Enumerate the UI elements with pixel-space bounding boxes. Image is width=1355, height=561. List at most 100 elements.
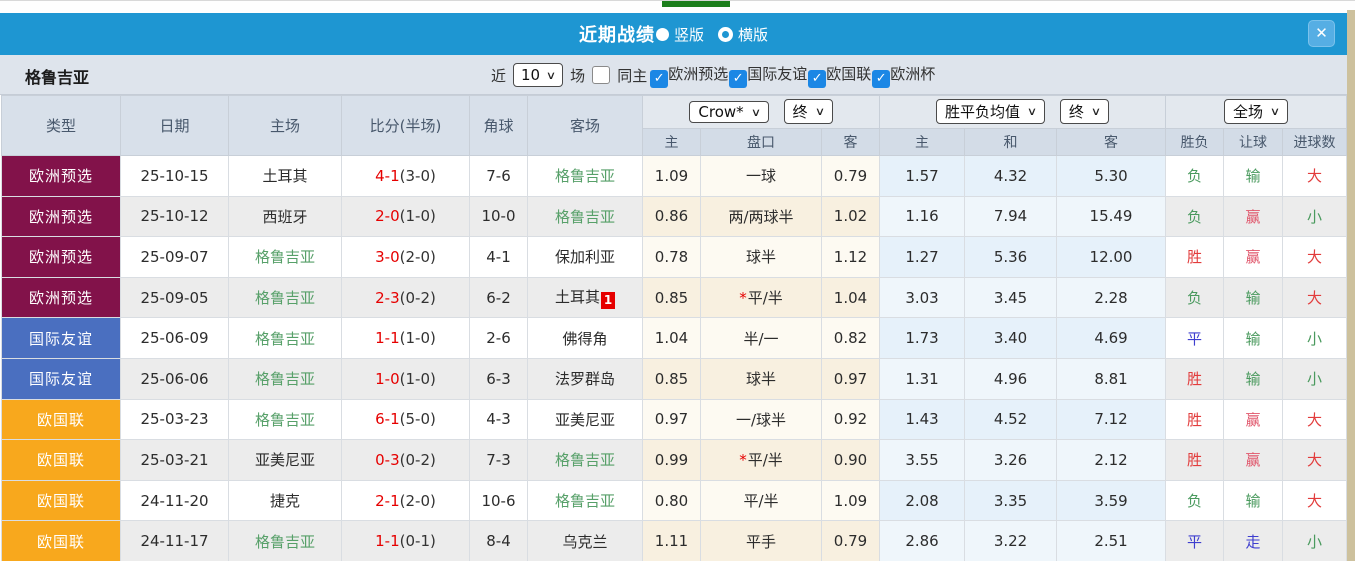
cell-wdl-result: 胜	[1165, 439, 1225, 481]
cell-away-team: 乌克兰	[527, 520, 643, 561]
sub-header-avg-away: 客	[1056, 127, 1167, 157]
cell-avg-draw: 5.36	[964, 236, 1058, 278]
radio-horizontal-layout[interactable]	[718, 26, 733, 42]
avg-time-select-value: 终	[1068, 103, 1084, 122]
radio-horizontal-label[interactable]: 横版	[738, 25, 769, 44]
odds-time-select-value: 终	[792, 103, 808, 122]
cell-avg-away: 8.81	[1056, 357, 1167, 400]
cell-date: 25-03-23	[120, 398, 229, 441]
radio-vertical-layout[interactable]	[655, 27, 669, 41]
cell-avg-away: 3.59	[1056, 479, 1167, 522]
cell-wdl-result: 胜	[1165, 398, 1225, 441]
cell-goals-result: 大	[1282, 439, 1348, 481]
avg-type-select[interactable]: 胜平负均值 ∨	[936, 99, 1046, 125]
chevron-down-icon: ∨	[1026, 105, 1038, 119]
cell-odds-away: 1.02	[820, 195, 881, 238]
cell-odds-home: 0.78	[642, 236, 701, 278]
cell-wdl-result: 负	[1165, 195, 1225, 238]
filter-controls: 近 10 ∨ 场 同主 ✓ 欧洲预选 ✓ 国际友谊 ✓ 欧国联 ✓ 欧洲杯	[488, 55, 936, 95]
cell-competition: 国际友谊	[1, 357, 121, 400]
cell-handicap: *平/半	[700, 439, 822, 481]
cell-score: 2-1(2-0)	[341, 479, 470, 522]
cell-home-team: 亚美尼亚	[228, 439, 342, 481]
cell-wdl-result: 胜	[1165, 236, 1225, 278]
cell-goals-result: 小	[1282, 520, 1348, 561]
cell-avg-away: 2.28	[1056, 276, 1167, 319]
cell-away-team: 格鲁吉亚	[527, 479, 643, 522]
cell-away-team: 格鲁吉亚	[527, 195, 643, 238]
matches-label: 场	[570, 66, 586, 85]
page-title: 近期战绩	[578, 25, 655, 46]
period-select[interactable]: 全场 ∨	[1223, 99, 1289, 125]
odds-time-select[interactable]: 终 ∨	[783, 99, 833, 125]
recent-count-value: 10	[521, 66, 541, 84]
team-name: 格鲁吉亚	[25, 68, 90, 87]
cell-wdl-result: 胜	[1165, 357, 1225, 400]
cell-odds-away: 1.12	[820, 236, 881, 278]
cell-handicap: 球半	[700, 357, 822, 400]
cell-date: 25-10-15	[120, 155, 229, 197]
cell-corners: 8-4	[469, 520, 528, 561]
competition-checkbox-2[interactable]: ✓	[808, 69, 827, 88]
cell-odds-away: 0.82	[820, 317, 881, 359]
recent-count-select[interactable]: 10 ∨	[513, 63, 564, 87]
close-button[interactable]: ✕	[1308, 20, 1335, 47]
cell-handicap-result: 赢	[1223, 195, 1284, 238]
cell-wdl-result: 平	[1165, 520, 1225, 561]
cell-away-team: 亚美尼亚	[527, 398, 643, 441]
cell-score: 1-1(0-1)	[341, 520, 470, 561]
cell-away-team: 佛得角	[527, 317, 643, 359]
same-home-checkbox[interactable]	[592, 66, 611, 84]
cell-date: 25-09-07	[120, 236, 229, 278]
sub-header-goals: 进球数	[1282, 127, 1348, 157]
cell-odds-away: 0.90	[820, 439, 881, 481]
result-group-header: 全场 ∨	[1165, 95, 1348, 129]
cell-home-team: 格鲁吉亚	[228, 520, 342, 561]
cell-competition: 欧国联	[1, 439, 121, 481]
cell-odds-away: 0.92	[820, 398, 881, 441]
cell-handicap-result: 输	[1223, 479, 1284, 522]
table-row: 欧洲预选 25-10-12 西班牙 2-0(1-0) 10-0 格鲁吉亚 0.86 两/两球半…	[1, 195, 1348, 238]
table-row: 欧国联 25-03-23 格鲁吉亚 6-1(5-0) 4-3 亚美尼亚 0.97 一/球半 0.…	[1, 398, 1348, 441]
cell-corners: 7-6	[469, 155, 528, 197]
cell-odds-home: 1.11	[642, 520, 701, 561]
cell-avg-home: 1.43	[879, 398, 966, 441]
cell-avg-draw: 3.22	[964, 520, 1058, 561]
chevron-down-icon: ∨	[545, 68, 557, 82]
chevron-down-icon: ∨	[1269, 105, 1281, 119]
col-header-type: 类型	[1, 95, 121, 156]
cell-handicap: 球半	[700, 236, 822, 278]
competition-checkbox-1[interactable]: ✓	[729, 69, 748, 88]
cell-home-team: 捷克	[228, 479, 342, 522]
col-header-away: 客场	[527, 95, 643, 156]
title-group: 近期战绩 竖版 横版	[579, 21, 768, 47]
avg-time-select[interactable]: 终 ∨	[1059, 99, 1109, 125]
col-header-date: 日期	[120, 95, 229, 156]
radio-vertical-label[interactable]: 竖版	[673, 25, 704, 44]
cell-handicap-result: 走	[1223, 520, 1284, 561]
table-row: 欧洲预选 25-09-05 格鲁吉亚 2-3(0-2) 6-2 土耳其 1 0.85 *平/半 1…	[1, 276, 1348, 319]
cell-avg-away: 5.30	[1056, 155, 1167, 197]
bookmaker-select[interactable]: Crow* ∨	[689, 101, 769, 124]
cell-avg-home: 1.31	[879, 357, 966, 400]
cell-goals-result: 小	[1282, 195, 1348, 238]
table-row: 欧国联 25-03-21 亚美尼亚 0-3(0-2) 7-3 格鲁吉亚 0.99 *平/半 0.…	[1, 439, 1348, 481]
cell-odds-home: 1.09	[642, 155, 701, 197]
cell-handicap-result: 输	[1223, 317, 1284, 359]
odds-group-header: Crow* ∨ 终 ∨	[641, 95, 881, 129]
cell-date: 25-06-06	[120, 357, 229, 400]
avg-group-header: 胜平负均值 ∨ 终 ∨	[879, 95, 1167, 129]
cell-score: 3-0(2-0)	[341, 236, 470, 278]
sub-header-handicap: 盘口	[700, 127, 822, 157]
chevron-down-icon: ∨	[750, 105, 761, 119]
competition-checkbox-3[interactable]: ✓	[872, 69, 891, 88]
green-bar	[662, 1, 730, 7]
cell-corners: 4-1	[469, 236, 528, 278]
cell-handicap-result: 赢	[1223, 439, 1284, 481]
competition-checkbox-0[interactable]: ✓	[650, 69, 669, 88]
results-table: 类型 日期 主场 比分(半场) 角球 客场 Crow* ∨ 终 ∨ 胜平负均值 ∨ 终…	[1, 95, 1348, 561]
cell-corners: 4-3	[469, 398, 528, 441]
cell-avg-draw: 3.35	[964, 479, 1058, 522]
cell-score: 2-0(1-0)	[341, 195, 470, 238]
